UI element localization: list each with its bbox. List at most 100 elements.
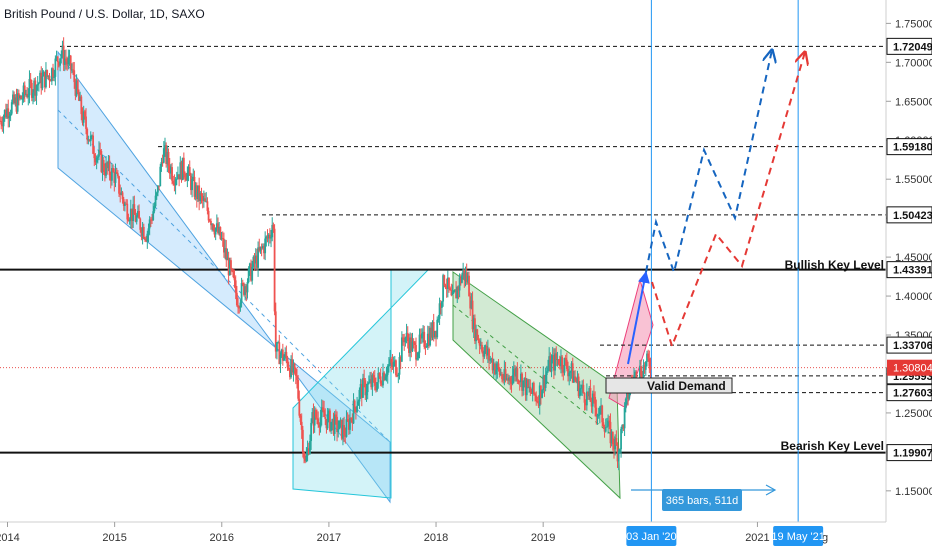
candle-body: [466, 275, 469, 282]
candle-body: [342, 425, 344, 439]
price-candles: [0, 37, 652, 471]
candle-body: [248, 263, 251, 269]
candle-body: [214, 227, 217, 235]
candle-body: [521, 373, 523, 391]
candle-body: [195, 185, 198, 199]
price-level-tag-label: 1.33706: [893, 340, 932, 352]
candle-body: [208, 220, 211, 222]
candle-body: [530, 392, 533, 394]
candle-body: [465, 272, 468, 282]
candle-body: [22, 85, 25, 99]
candle-body: [453, 289, 456, 292]
candle-body: [578, 388, 581, 397]
x-tick-label-tail: g: [822, 532, 828, 544]
price-level-tag: [886, 37, 932, 55]
candle-body: [161, 161, 164, 163]
candle-body: [412, 341, 415, 343]
candle-body: [274, 311, 277, 352]
candle-body: [177, 174, 179, 179]
candle-body: [270, 237, 272, 239]
candle-body: [30, 82, 33, 98]
candle-body: [589, 388, 592, 402]
candle-body: [85, 116, 87, 129]
candle-body: [463, 269, 466, 281]
candle-body: [429, 327, 432, 346]
candle-body: [510, 381, 513, 384]
candle-body: [298, 398, 301, 416]
candle-body: [371, 375, 374, 388]
candle-body: [92, 135, 94, 154]
candle-body: [497, 363, 500, 369]
candle-body: [365, 392, 368, 396]
candle-body: [305, 455, 308, 462]
candle-body: [594, 396, 597, 408]
candle-body: [254, 255, 257, 264]
candle-body: [105, 162, 107, 176]
candle-body: [128, 220, 131, 222]
candle-body: [372, 375, 375, 378]
candle-body: [614, 438, 617, 450]
candle-body: [574, 376, 576, 380]
candle-body: [182, 157, 185, 174]
candle-body: [494, 363, 496, 375]
candle-body: [286, 358, 289, 368]
candle-body: [474, 318, 476, 342]
candle-body: [642, 365, 645, 379]
candle-body: [397, 374, 400, 376]
candle-body: [95, 157, 98, 163]
candle-body: [627, 391, 630, 399]
candle-body: [251, 266, 254, 281]
candle-body: [47, 75, 50, 77]
candle-body: [81, 114, 84, 123]
candle-body: [582, 384, 585, 393]
candle-body: [126, 203, 129, 220]
drawing-layer: [57, 50, 654, 504]
valid-demand-box[interactable]: [605, 377, 733, 394]
candle-body: [300, 421, 303, 430]
candle-body: [70, 69, 73, 71]
candle-body: [258, 247, 261, 251]
candle-body: [431, 322, 434, 338]
candle-body: [621, 424, 624, 429]
candle-body: [314, 409, 317, 418]
candle-body: [406, 332, 409, 342]
candle-body: [515, 368, 518, 377]
candle-body: [1, 124, 4, 127]
candle-body: [583, 392, 586, 403]
candle-body: [111, 168, 113, 181]
candle-body: [42, 71, 45, 77]
candle-body: [75, 80, 78, 96]
candle-body: [297, 379, 300, 399]
candle-body: [640, 366, 642, 377]
candle-body: [565, 359, 568, 369]
candle-body: [87, 139, 90, 141]
candle-body: [49, 80, 52, 82]
candle-body: [564, 358, 567, 360]
candle-body: [458, 277, 461, 291]
candle-body: [204, 198, 206, 202]
candle-body: [385, 374, 388, 377]
candle-body: [551, 355, 554, 360]
price-tags: 1.720491.591801.504231.433911.337061.295…: [886, 37, 932, 462]
candle-body: [411, 341, 414, 352]
candle-body: [450, 289, 453, 296]
candle-body: [263, 246, 265, 254]
candle-body: [595, 407, 598, 417]
time-tags: 03 Jan '20 19 May '21: [626, 526, 825, 546]
candle-body: [107, 160, 110, 169]
candle-body: [413, 342, 416, 346]
candle-body: [6, 108, 8, 118]
candle-body: [451, 292, 454, 296]
price-level-tag: [886, 444, 932, 462]
candle-body: [108, 160, 111, 176]
price-level-tag: [886, 336, 932, 354]
candle-body: [68, 55, 71, 59]
candle-body: [218, 226, 221, 234]
candle-body: [624, 398, 627, 409]
candle-body: [329, 410, 331, 431]
candle-body: [309, 441, 311, 454]
candle-body: [245, 286, 248, 293]
candle-body: [227, 257, 230, 276]
time-axis[interactable]: 2014 2015 2016 2017 2018 2019 2021 g: [0, 522, 828, 544]
